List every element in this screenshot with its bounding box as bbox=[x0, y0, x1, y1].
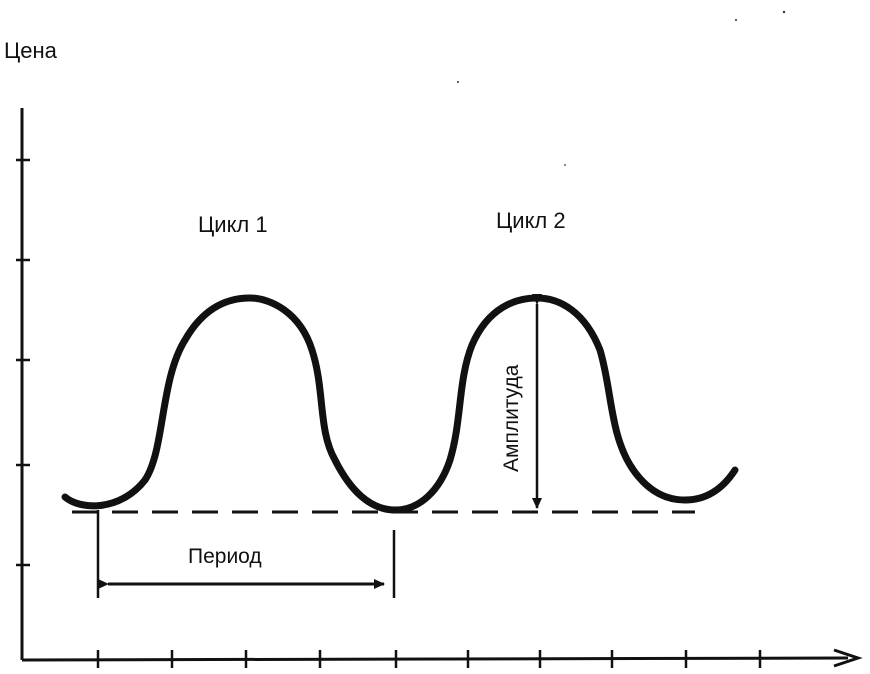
amplitude-label: Амплитуда bbox=[500, 364, 523, 472]
x-axis-arrowhead bbox=[833, 648, 863, 668]
cycle-1-label: Цикл 1 bbox=[198, 212, 268, 237]
scan-specks bbox=[457, 10, 786, 166]
cycle-2-label: Цикл 2 bbox=[496, 208, 566, 233]
x-axis-ticks bbox=[96, 650, 762, 668]
cycle-wave bbox=[61, 294, 739, 514]
period-label: Период bbox=[188, 545, 262, 568]
y-axis-ticks bbox=[16, 158, 30, 567]
x-axis bbox=[21, 656, 849, 662]
y-axis-label: Цена bbox=[4, 38, 58, 63]
